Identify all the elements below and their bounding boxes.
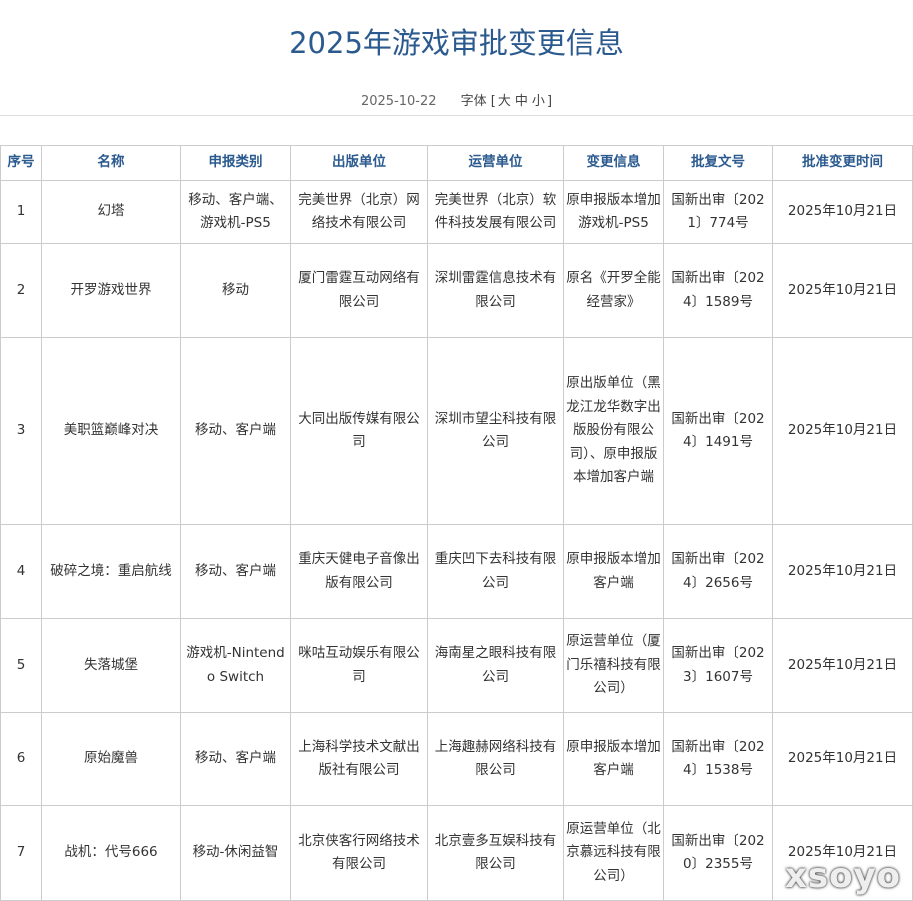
- cell-category: 移动、客户端、游戏机-PS5: [180, 180, 291, 244]
- cell-operator: 完美世界（北京）软件科技发展有限公司: [427, 180, 564, 244]
- cell-change-info: 原名《开罗全能经营家》: [563, 243, 664, 338]
- column-header-approval-number: 批复文号: [663, 145, 773, 181]
- table-row: 2 开罗游戏世界 移动 厦门雷霆互动网络有限公司 深圳雷霆信息技术有限公司 原名《开罗全能…: [0, 243, 913, 338]
- cell-approval-number: 国新出审〔2024〕1589号: [663, 243, 773, 338]
- cell-operator: 上海趣赫网络科技有限公司: [427, 712, 564, 806]
- cell-game-name: 开罗游戏世界: [41, 243, 181, 338]
- cell-change-info: 原出版单位（黑龙江龙华数字出版股份有限公司）、原申报版本增加客户端: [563, 337, 664, 525]
- column-header-publisher: 出版单位: [290, 145, 428, 181]
- cell-approval-number: 国新出审〔2023〕1607号: [663, 618, 773, 713]
- column-header-operator: 运营单位: [427, 145, 564, 181]
- font-size-switcher: 字体 [大中小]: [461, 94, 552, 109]
- table-row: 5 失落城堡 游戏机-Nintendo Switch 咪咕互动娱乐有限公司 海南星之眼科…: [0, 618, 913, 713]
- cell-change-date: 2025年10月21日: [772, 180, 913, 244]
- cell-change-date: 2025年10月21日: [772, 712, 913, 806]
- column-header-row-number: 序号: [0, 145, 42, 181]
- cell-category: 移动、客户端: [180, 524, 291, 619]
- cell-change-date: 2025年10月21日: [772, 618, 913, 713]
- cell-approval-number: 国新出审〔2024〕1538号: [663, 712, 773, 806]
- cell-row-number: 4: [0, 524, 42, 619]
- cell-publisher: 大同出版传媒有限公司: [290, 337, 428, 525]
- font-size-bracket: ]: [546, 94, 553, 109]
- cell-category: 移动、客户端: [180, 712, 291, 806]
- cell-change-info: 原申报版本增加客户端: [563, 524, 664, 619]
- cell-publisher: 厦门雷霆互动网络有限公司: [290, 243, 428, 338]
- cell-game-name: 幻塔: [41, 180, 181, 244]
- cell-operator: 海南星之眼科技有限公司: [427, 618, 564, 713]
- cell-game-name: 原始魔兽: [41, 712, 181, 806]
- table-row: 3 美职篮巅峰对决 移动、客户端 大同出版传媒有限公司 深圳市望尘科技有限公司 原出版单位…: [0, 337, 913, 525]
- cell-change-info: 原运营单位（北京慕远科技有限公司）: [563, 805, 664, 901]
- cell-row-number: 1: [0, 180, 42, 244]
- cell-category: 移动: [180, 243, 291, 338]
- cell-change-info: 原运营单位（厦门乐禧科技有限公司）: [563, 618, 664, 713]
- cell-approval-number: 国新出审〔2024〕1491号: [663, 337, 773, 525]
- cell-operator: 深圳市望尘科技有限公司: [427, 337, 564, 525]
- cell-publisher: 完美世界（北京）网络技术有限公司: [290, 180, 428, 244]
- cell-publisher: 上海科学技术文献出版社有限公司: [290, 712, 428, 806]
- cell-approval-number: 国新出审〔2021〕774号: [663, 180, 773, 244]
- page-title: 2025年游戏审批变更信息: [289, 26, 624, 60]
- cell-row-number: 6: [0, 712, 42, 806]
- cell-operator: 重庆凹下去科技有限公司: [427, 524, 564, 619]
- font-size-label: 字体 [: [460, 94, 496, 109]
- font-medium-button[interactable]: 中: [514, 94, 528, 109]
- divider: [0, 115, 913, 116]
- cell-game-name: 失落城堡: [41, 618, 181, 713]
- font-large-button[interactable]: 大: [497, 94, 511, 109]
- cell-publisher: 北京侠客行网络技术有限公司: [290, 805, 428, 901]
- cell-approval-number: 国新出审〔2024〕2656号: [663, 524, 773, 619]
- cell-row-number: 2: [0, 243, 42, 338]
- cell-category: 游戏机-Nintendo Switch: [180, 618, 291, 713]
- column-header-change-date: 批准变更时间: [772, 145, 913, 181]
- table-row: 1 幻塔 移动、客户端、游戏机-PS5 完美世界（北京）网络技术有限公司 完美世界（北京…: [0, 180, 913, 244]
- article-meta: 2025-10-22 字体 [大中小]: [0, 90, 913, 109]
- cell-row-number: 3: [0, 337, 42, 525]
- cell-change-date: 2025年10月21日: [772, 805, 913, 901]
- watermark-logo: xsoyo: [784, 856, 901, 896]
- cell-row-number: 7: [0, 805, 42, 901]
- cell-approval-number: 国新出审〔2020〕2355号: [663, 805, 773, 901]
- table-row: 4 破碎之境：重启航线 移动、客户端 重庆天健电子音像出版有限公司 重庆凹下去科技有限公…: [0, 524, 913, 619]
- cell-operator: 北京壹多互娱科技有限公司: [427, 805, 564, 901]
- publish-date: 2025-10-22: [360, 94, 437, 109]
- cell-change-info: 原申报版本增加游戏机-PS5: [563, 180, 664, 244]
- cell-category: 移动、客户端: [180, 337, 291, 525]
- table-header-row: 序号 名称 申报类别 出版单位 运营单位 变更信息 批复文号 批准变更时间: [0, 145, 913, 181]
- font-small-button[interactable]: 小: [531, 94, 545, 109]
- cell-game-name: 美职篮巅峰对决: [41, 337, 181, 525]
- column-header-category: 申报类别: [180, 145, 291, 181]
- cell-category: 移动-休闲益智: [180, 805, 291, 901]
- cell-change-info: 原申报版本增加客户端: [563, 712, 664, 806]
- table-row: 7 战机：代号666 移动-休闲益智 北京侠客行网络技术有限公司 北京壹多互娱科技有限公…: [0, 805, 913, 901]
- column-header-change-info: 变更信息: [563, 145, 664, 181]
- cell-game-name: 破碎之境：重启航线: [41, 524, 181, 619]
- cell-change-date: 2025年10月21日: [772, 337, 913, 525]
- cell-change-date: 2025年10月21日: [772, 243, 913, 338]
- cell-operator: 深圳雷霆信息技术有限公司: [427, 243, 564, 338]
- approval-change-table: 序号 名称 申报类别 出版单位 运营单位 变更信息 批复文号 批准变更时间 1 幻塔 移动、客户端…: [0, 145, 913, 901]
- cell-row-number: 5: [0, 618, 42, 713]
- table-row: 6 原始魔兽 移动、客户端 上海科学技术文献出版社有限公司 上海趣赫网络科技有限公司 原申…: [0, 712, 913, 806]
- cell-change-date: 2025年10月21日: [772, 524, 913, 619]
- cell-publisher: 咪咕互动娱乐有限公司: [290, 618, 428, 713]
- column-header-game-name: 名称: [41, 145, 181, 181]
- cell-publisher: 重庆天健电子音像出版有限公司: [290, 524, 428, 619]
- cell-game-name: 战机：代号666: [41, 805, 181, 901]
